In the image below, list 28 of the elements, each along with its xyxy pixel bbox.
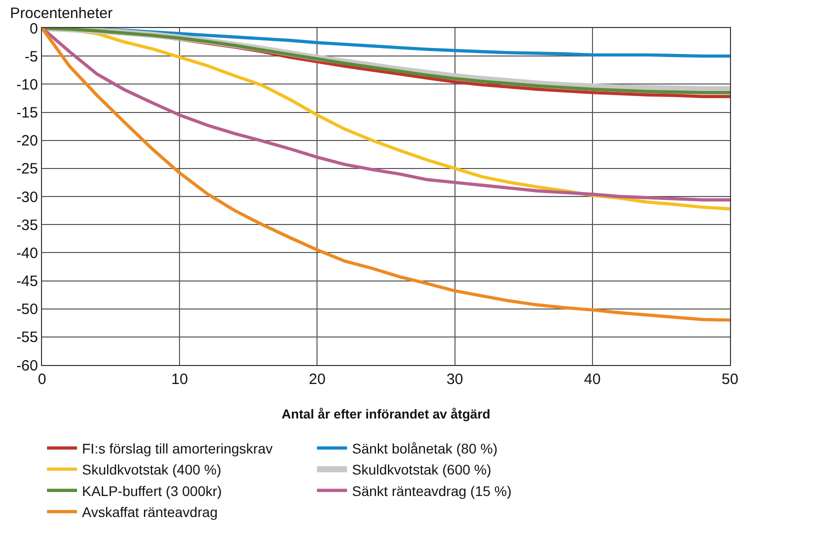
x-tick-label: 20 (308, 371, 326, 388)
y-tick-label: -30 (16, 188, 38, 206)
x-tick-label: 50 (722, 371, 738, 388)
y-tick-label: -25 (16, 160, 38, 178)
legend-label: Avskaffat ränteavdrag (82, 504, 218, 520)
y-tick-label: -10 (16, 76, 38, 94)
legend-label: Skuldkvotstak (600 %) (352, 462, 492, 478)
legend-label: KALP-buffert (3 000kr) (82, 482, 222, 499)
line-series (42, 28, 730, 322)
legend-label: FI:s förslag till amorteringskrav (82, 440, 273, 456)
y-tick-label: -55 (16, 329, 38, 346)
y-tick-label: 0 (30, 20, 38, 38)
x-tick-label: 40 (584, 371, 601, 388)
y-tick-label: -40 (16, 244, 38, 262)
y-tick-label: -35 (16, 216, 38, 234)
y-tick-label: -20 (16, 132, 38, 150)
y-tick-label: -15 (16, 104, 38, 122)
y-tick-label: -45 (16, 273, 38, 290)
legend-label: Sänkt ränteavdrag (15 %) (352, 482, 512, 499)
x-tick-label: 30 (446, 371, 464, 388)
y-tick-label: -50 (16, 301, 38, 318)
x-tick-label: 10 (171, 371, 188, 388)
legend-label: Sänkt bolånetak (80 %) (352, 440, 498, 456)
y-tick-label: -5 (24, 48, 38, 66)
y-axis-title: Procentenheter (10, 5, 113, 22)
x-axis-title: Antal år efter införandet av åtgärd (282, 406, 490, 422)
legend-label: Skuldkvotstak (400 %) (82, 462, 222, 478)
y-tick-label: -60 (16, 357, 38, 374)
